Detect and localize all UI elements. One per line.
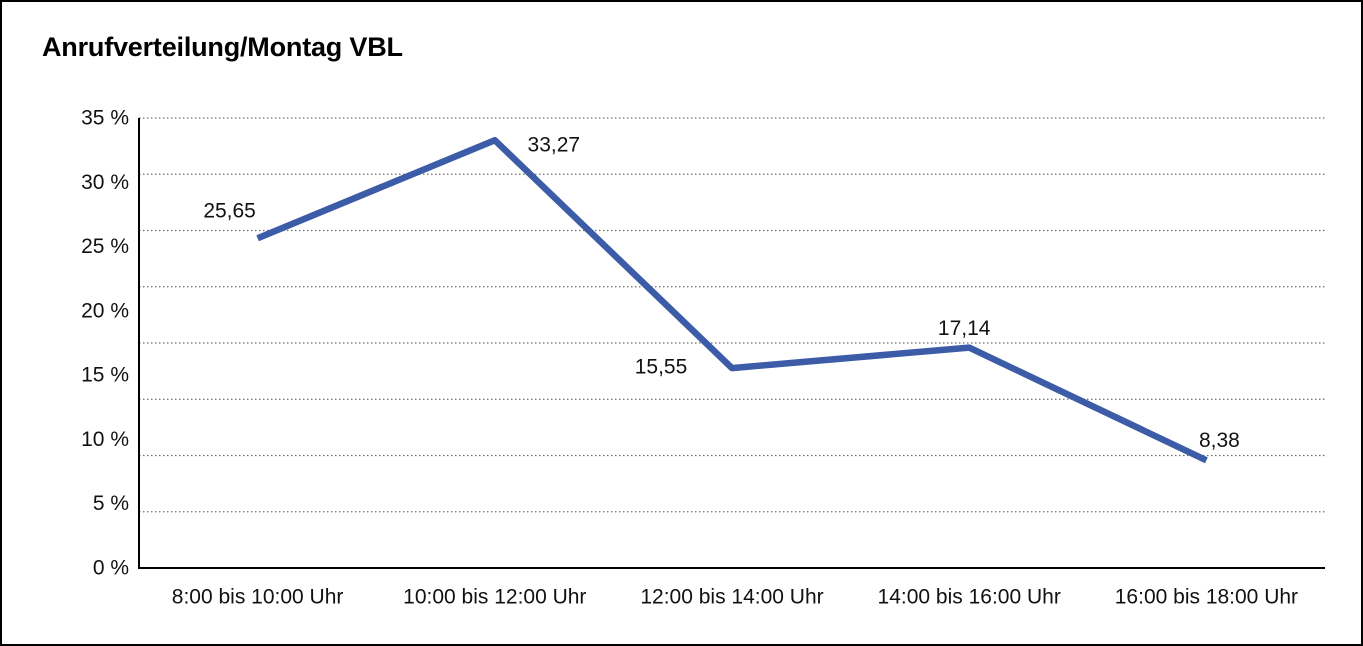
y-tick-label: 30 % — [81, 171, 129, 194]
chart-title: Anrufverteilung/Montag VBL — [42, 32, 403, 62]
y-tick-label: 0 % — [93, 557, 129, 580]
data-value-label: 8,38 — [1199, 429, 1240, 452]
y-tick-label: 35 % — [81, 107, 129, 130]
y-tick-label: 25 % — [81, 235, 129, 258]
x-category-label: 14:00 bis 16:00 Uhr — [878, 586, 1061, 609]
y-tick-label: 10 % — [81, 428, 129, 451]
x-category-label: 16:00 bis 18:00 Uhr — [1115, 586, 1298, 609]
y-tick-label: 20 % — [81, 299, 129, 322]
data-line — [256, 136, 1208, 464]
data-value-label: 15,55 — [635, 356, 688, 379]
data-value-label: 33,27 — [528, 134, 581, 157]
data-value-label: 25,65 — [203, 200, 256, 223]
x-category-label: 10:00 bis 12:00 Uhr — [403, 586, 586, 609]
data-value-label: 17,14 — [938, 317, 991, 340]
y-tick-label: 5 % — [93, 492, 129, 515]
x-category-label: 8:00 bis 10:00 Uhr — [172, 586, 344, 609]
y-tick-label: 15 % — [81, 364, 129, 387]
x-category-label: 12:00 bis 14:00 Uhr — [640, 586, 823, 609]
